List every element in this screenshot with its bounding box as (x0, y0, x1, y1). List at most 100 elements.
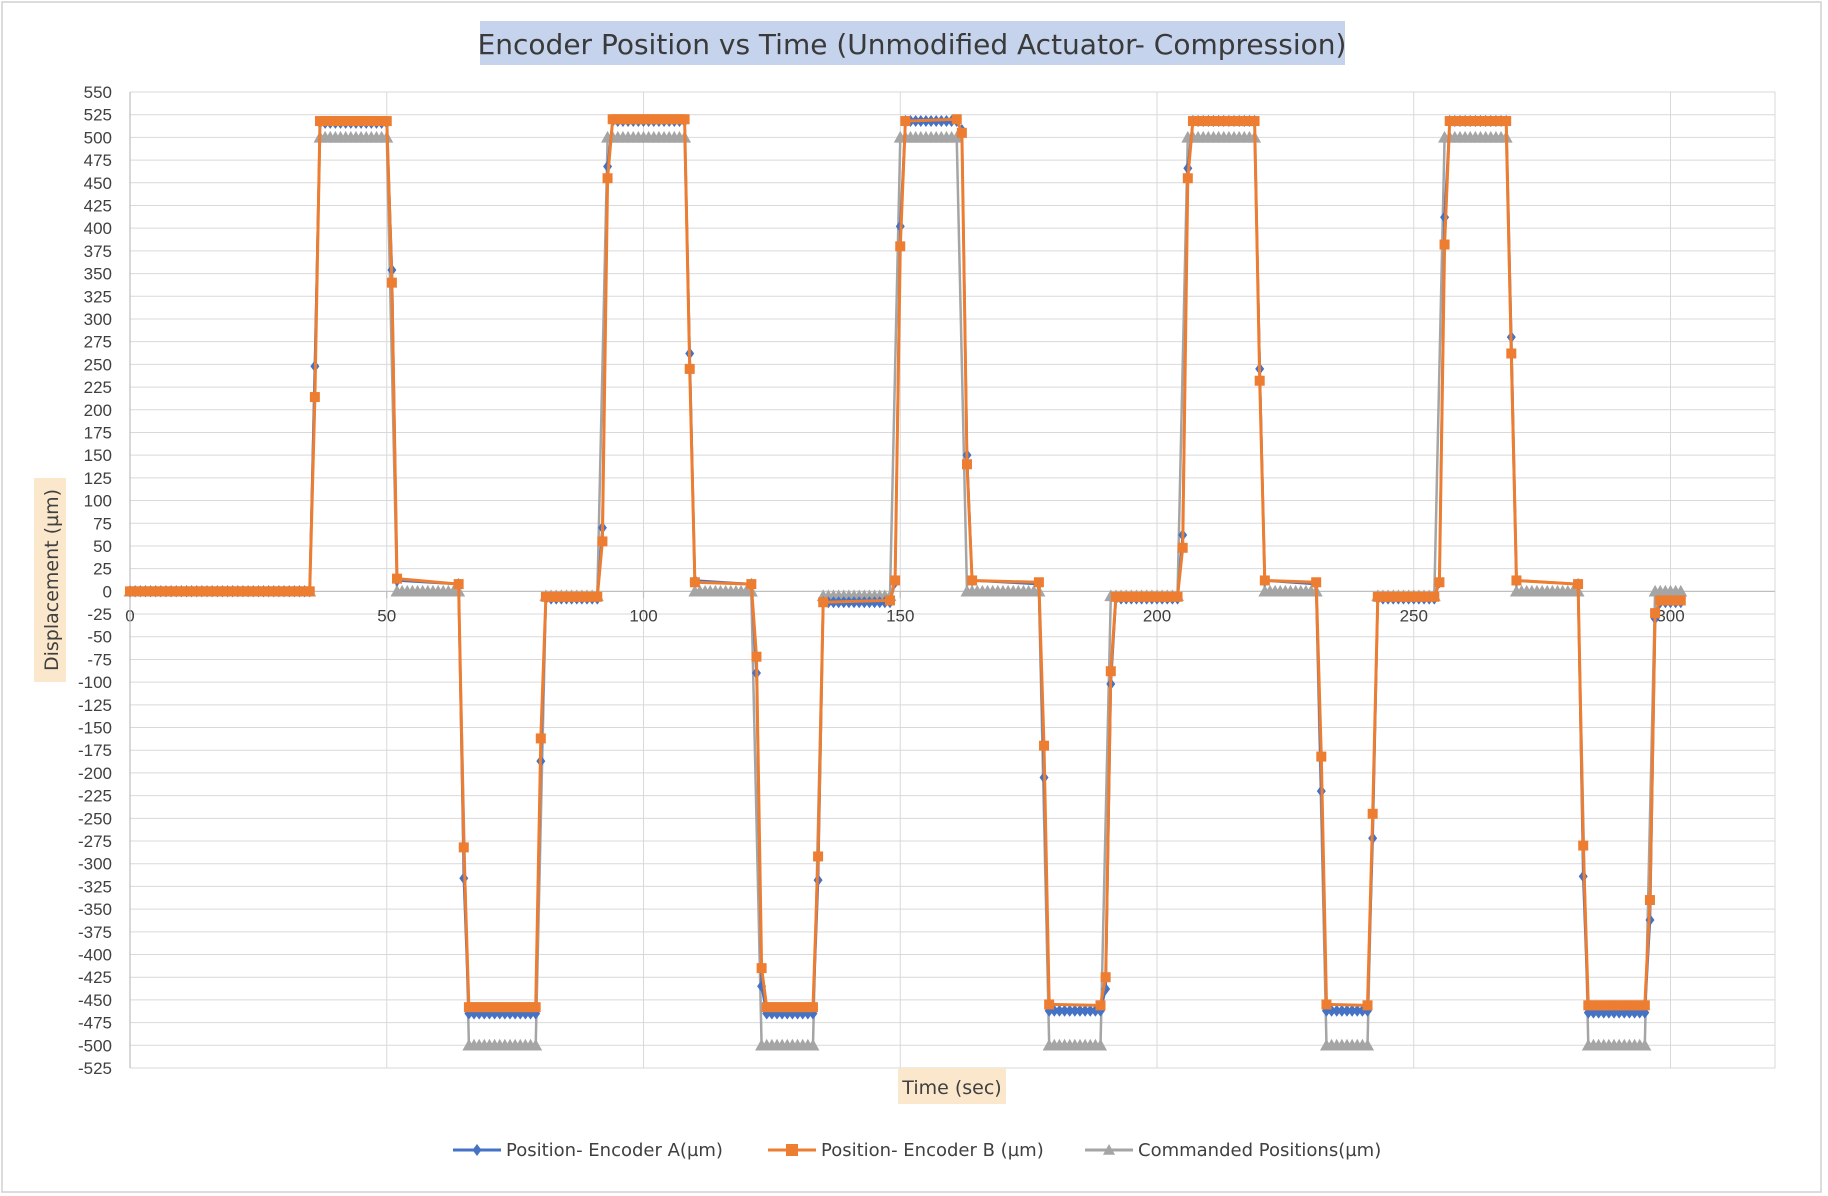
data-point (1167, 591, 1178, 602)
data-point (1490, 116, 1501, 127)
legend-swatch-marker (1103, 1144, 1115, 1155)
y-tick-label: -325 (78, 877, 112, 896)
data-point (777, 1002, 788, 1013)
x-tick-label: 300 (1656, 606, 1684, 625)
data-point (1110, 591, 1121, 602)
data-point (376, 116, 387, 127)
y-tick-label: 450 (84, 174, 112, 193)
data-point (227, 586, 238, 597)
data-point (1434, 577, 1445, 588)
y-tick-label: 350 (84, 265, 112, 284)
y-tick-label: -50 (87, 628, 112, 647)
y-tick-label: 125 (84, 469, 112, 488)
data-point (1424, 591, 1435, 602)
y-tick-label: 300 (84, 310, 112, 329)
data-point (950, 130, 964, 143)
data-point (268, 586, 279, 597)
data-point (1316, 751, 1327, 762)
y-tick-label: -225 (78, 787, 112, 806)
y-tick-label: 550 (84, 83, 112, 102)
y-tick-label: -500 (78, 1036, 112, 1055)
data-point (535, 733, 546, 744)
data-point (1444, 116, 1455, 127)
y-tick-label: 75 (93, 514, 112, 533)
data-point (756, 963, 767, 974)
y-tick-label: -250 (78, 809, 112, 828)
data-point (956, 127, 967, 138)
data-point (489, 1002, 500, 1013)
data-point (1598, 1000, 1609, 1011)
data-point (232, 586, 243, 597)
data-point (1311, 577, 1322, 588)
y-tick-label: 325 (84, 287, 112, 306)
data-point (1634, 1000, 1645, 1011)
legend-item[interactable]: Position- Encoder A(µm) (453, 1140, 723, 1161)
data-point (1105, 666, 1116, 677)
data-point (1619, 1000, 1630, 1011)
data-point (818, 597, 829, 608)
x-axis-title: Time (sec) (901, 1077, 1001, 1099)
data-point (1223, 116, 1234, 127)
data-point (335, 116, 346, 127)
grid (129, 91, 1776, 1069)
y-tick-label: -425 (78, 968, 112, 987)
data-point (320, 116, 331, 127)
data-point (1638, 1038, 1652, 1051)
data-point (1187, 116, 1198, 127)
data-point (1660, 595, 1671, 606)
x-axis-title-box (898, 1068, 1006, 1104)
data-point (884, 595, 895, 606)
data-point (1332, 1004, 1342, 1017)
data-point (1141, 591, 1152, 602)
data-point (1033, 577, 1044, 588)
data-point (1361, 1038, 1375, 1051)
data-point (155, 586, 166, 597)
data-point (1208, 116, 1219, 127)
data-point (602, 173, 613, 184)
data-point (479, 1002, 490, 1013)
y-tick-label: 200 (84, 401, 112, 420)
data-point (294, 586, 305, 597)
data-point (510, 1002, 521, 1013)
data-point (273, 586, 284, 597)
data-point (314, 116, 325, 127)
data-point (772, 1002, 783, 1013)
data-point (474, 1002, 485, 1013)
data-point (520, 1002, 531, 1013)
data-point (1060, 1004, 1070, 1017)
y-axis-title-box (34, 478, 66, 682)
data-point (1588, 1000, 1599, 1011)
data-point (782, 1002, 793, 1013)
y-tick-label: -300 (78, 855, 112, 874)
data-point (962, 459, 973, 470)
data-point (1578, 840, 1589, 851)
y-tick-label: -525 (78, 1059, 112, 1078)
legend: Position- Encoder A(µm) Position- Encoder… (453, 1140, 1381, 1161)
y-tick-label: 150 (84, 446, 112, 465)
data-point (561, 591, 572, 602)
data-point (181, 586, 192, 597)
y-tick-label: -400 (78, 946, 112, 965)
data-point (494, 1002, 505, 1013)
data-point (530, 1002, 541, 1013)
y-tick-label: -150 (78, 719, 112, 738)
data-point (1259, 575, 1270, 586)
data-point (191, 586, 202, 597)
chart-title: Encoder Position vs Time (Unmodified Act… (478, 28, 1347, 61)
data-point (1496, 116, 1507, 127)
data-point (1229, 116, 1240, 127)
data-point (1454, 116, 1465, 127)
data-point (751, 651, 762, 662)
data-point (304, 586, 315, 597)
data-point (356, 116, 367, 127)
data-point (1609, 1000, 1620, 1011)
data-point (171, 586, 182, 597)
y-tick-label: -200 (78, 764, 112, 783)
data-point (802, 1002, 813, 1013)
y-tick-label: 225 (84, 378, 112, 397)
legend-item[interactable]: Commanded Positions(µm) (1085, 1140, 1381, 1161)
data-point (1249, 116, 1260, 127)
legend-item[interactable]: Position- Encoder B (µm) (768, 1140, 1044, 1161)
data-point (1480, 116, 1491, 127)
